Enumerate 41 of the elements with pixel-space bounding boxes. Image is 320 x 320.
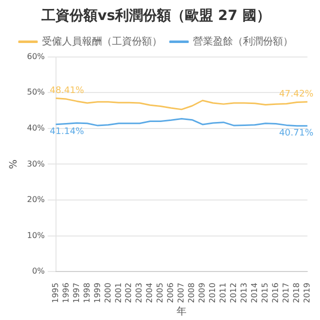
x-tick-label: 2019	[302, 282, 312, 303]
y-tick-label: 40%	[27, 123, 46, 132]
x-tick-label: 2002	[124, 282, 134, 303]
chart-title: 工資份額vs利潤份額（歐盟 27 國）	[40, 7, 270, 24]
y-tick-label: 20%	[27, 195, 46, 204]
data-label: 40.71%	[279, 128, 314, 139]
x-tick-label: 2011	[218, 282, 228, 303]
x-tick-label: 2000	[103, 282, 112, 303]
data-label: 41.14%	[50, 127, 85, 138]
x-tick-label: 1999	[92, 282, 102, 303]
x-axis-title: 年	[176, 306, 187, 318]
x-tick-label: 2009	[198, 282, 207, 303]
x-tick-label: 2014	[250, 282, 260, 303]
x-tick-label: 2001	[114, 282, 123, 303]
legend-label: 營業盈餘（利潤份額）	[193, 35, 293, 48]
x-tick-label: 2005	[156, 282, 165, 303]
x-tick-label: 1996	[61, 282, 70, 303]
y-tick-label: 0%	[32, 266, 46, 276]
x-tick-label: 2008	[187, 282, 196, 303]
x-tick-label: 1995	[50, 282, 60, 303]
y-tick-label: 10%	[27, 230, 46, 240]
y-axis-title: %	[8, 159, 20, 169]
y-tick-label: 50%	[27, 88, 46, 97]
x-tick-label: 1998	[82, 282, 92, 303]
x-tick-label: 2018	[292, 282, 301, 303]
x-tick-label: 2015	[260, 282, 270, 303]
legend-label: 受僱人員報酬（工資份額）	[42, 35, 162, 48]
x-tick-label: 2012	[229, 282, 238, 303]
data-label: 47.42%	[279, 90, 314, 100]
y-tick-label: 30%	[27, 159, 46, 168]
x-tick-label: 2004	[145, 282, 154, 303]
x-tick-label: 2017	[282, 282, 291, 303]
y-tick-label: 60%	[27, 52, 46, 61]
x-tick-label: 2007	[176, 282, 186, 303]
x-tick-label: 1997	[72, 282, 81, 303]
x-tick-label: 2013	[240, 282, 249, 303]
x-tick-label: 2006	[166, 282, 176, 303]
data-label: 48.41%	[50, 86, 85, 96]
x-tick-label: 2010	[208, 282, 218, 303]
x-tick-label: 2003	[134, 282, 144, 303]
x-tick-label: 2016	[271, 282, 280, 303]
